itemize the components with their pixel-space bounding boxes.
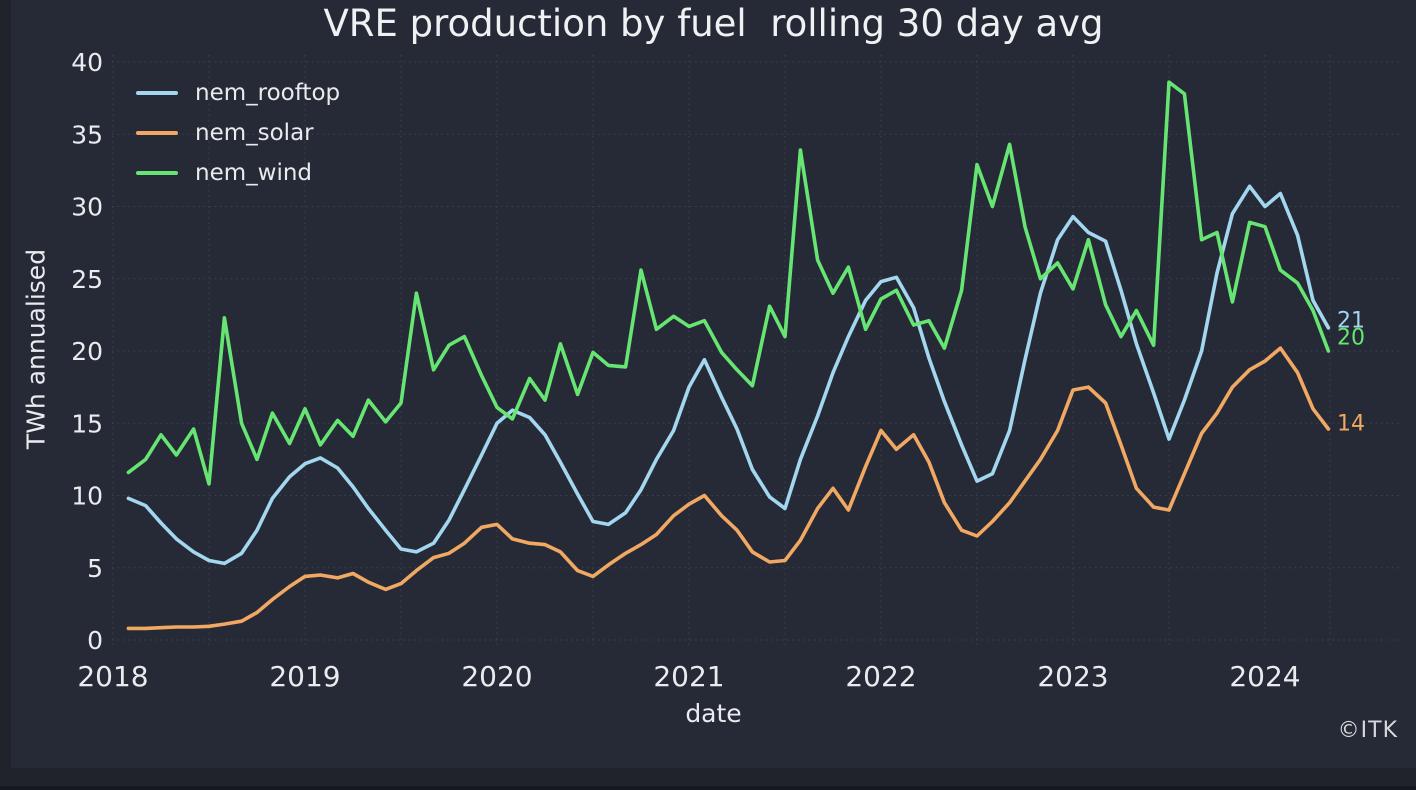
x-tick-label: 2024: [1229, 660, 1300, 693]
watermark: ©ITK: [1337, 718, 1398, 743]
legend: nem_rooftop nem_solar nem_wind: [136, 78, 340, 187]
end-label-20: 20: [1337, 326, 1365, 351]
x-axis-label: date: [685, 699, 742, 728]
legend-swatch-wind-icon: [136, 170, 178, 175]
y-tick-label: 15: [71, 409, 103, 438]
end-label-14: 14: [1337, 412, 1365, 437]
legend-label: nem_rooftop: [195, 79, 341, 106]
legend-item-solar: nem_solar: [136, 118, 340, 147]
y-tick-label: 40: [71, 48, 103, 77]
y-tick-label: 20: [71, 337, 103, 366]
y-tick-label: 5: [87, 554, 103, 583]
y-tick-label: 0: [87, 626, 103, 655]
legend-item-rooftop: nem_rooftop: [136, 78, 340, 107]
x-tick-label: 2023: [1037, 660, 1108, 693]
end-label-21: 21: [1337, 309, 1365, 334]
figure-bottom-edge: [0, 786, 1416, 790]
x-tick-label: 2018: [77, 660, 148, 693]
x-tick-label: 2021: [653, 660, 724, 693]
legend-swatch-rooftop-icon: [136, 90, 178, 95]
x-tick-label: 2020: [461, 660, 532, 693]
legend-label: nem_wind: [195, 159, 313, 186]
x-tick-label: 2022: [845, 660, 916, 693]
legend-swatch-solar-icon: [136, 130, 178, 135]
y-axis-label: TWh annualised: [21, 248, 51, 450]
y-tick-label: 30: [71, 193, 103, 222]
series-line-nem_wind: [126, 80, 1331, 486]
chart-title: VRE production by fuel rolling 30 day av…: [323, 2, 1104, 45]
legend-label: nem_solar: [195, 119, 314, 146]
y-tick-label: 35: [71, 120, 103, 149]
y-tick-label: 25: [71, 265, 103, 294]
series-line-nem_solar: [126, 346, 1331, 631]
x-tick-label: 2019: [269, 660, 340, 693]
legend-item-wind: nem_wind: [136, 158, 340, 187]
y-tick-label: 10: [71, 482, 103, 511]
series-line-nem_rooftop: [126, 184, 1331, 566]
